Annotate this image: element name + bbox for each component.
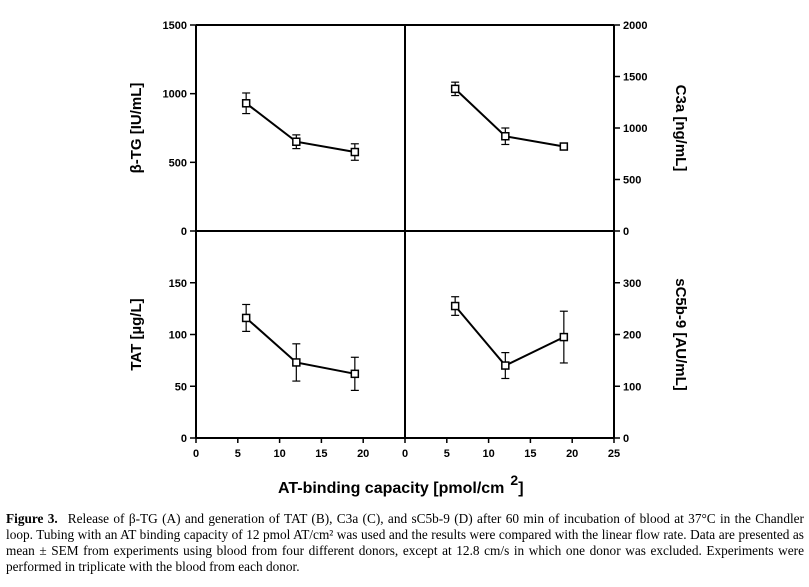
panel-sc5b9: 0 100 200 300 0 5 10 15 20 25 sC5b-9 [AU/mL] <box>402 278 689 460</box>
c3a-y-tick-label: 0 <box>623 226 629 238</box>
x-axis-label: AT-binding capacity [pmol/cm 2] <box>278 472 524 497</box>
sc5b9-y-tick-label: 300 <box>623 278 641 290</box>
tat-y-tick-label: 150 <box>169 278 187 290</box>
caption-text: Release of β-TG (A) and generation of TA… <box>6 511 804 574</box>
sc5b9-x-tick-label: 0 <box>402 448 408 460</box>
tat-x-tick-label: 15 <box>315 448 327 460</box>
sc5b9-x-tick-label: 20 <box>566 448 578 460</box>
sc5b9-y-tick-label: 100 <box>623 381 641 393</box>
tat-x-tick-label: 20 <box>357 448 369 460</box>
beta-tg-data-point <box>350 147 360 157</box>
sc5b9-data-point <box>501 361 510 370</box>
beta-tg-y-tick-label: 1000 <box>163 89 187 101</box>
sc5b9-x-tick-label: 25 <box>608 448 620 460</box>
tat-y-tick-label: 100 <box>169 330 187 342</box>
tat-x-tick-label: 10 <box>273 448 285 460</box>
sc5b9-x-tick-label: 5 <box>444 448 450 460</box>
sc5b9-y-tick-label: 0 <box>623 433 629 445</box>
c3a-y-tick-label: 500 <box>623 175 641 187</box>
figure-caption: Figure 3. Release of β-TG (A) and generat… <box>6 511 804 575</box>
beta-tg-data-point <box>241 99 251 108</box>
tat-y-tick-label: 0 <box>181 433 187 445</box>
sc5b9-data-point <box>450 301 460 311</box>
tat-x-tick-label: 5 <box>235 448 241 460</box>
panel-beta-tg: 0 500 1000 1500 β-TG [IU/mL] <box>128 20 360 238</box>
sc5b9-data-point <box>559 332 569 342</box>
panel-c3a: 0 500 1000 1500 2000 C3a [ng/mL] <box>450 20 689 238</box>
sc5b9-x-tick-label: 15 <box>524 448 536 460</box>
c3a-data-point <box>501 131 510 141</box>
c3a-y-axis-label: C3a [ng/mL] <box>672 85 689 172</box>
c3a-y-tick-label: 2000 <box>623 20 647 32</box>
tat-data-point <box>292 358 301 367</box>
beta-tg-y-tick-label: 500 <box>169 157 187 169</box>
c3a-y-tick-label: 1500 <box>623 72 647 84</box>
x-axis-label-superscript: 2 <box>510 472 518 488</box>
beta-tg-y-tick-label: 0 <box>181 226 187 238</box>
beta-tg-y-tick-label: 1500 <box>163 20 187 32</box>
c3a-data-point <box>450 84 460 94</box>
c3a-y-tick-label: 1000 <box>623 123 647 135</box>
caption-label: Figure 3. <box>6 511 58 526</box>
panel-tat: 0 50 100 150 0 5 10 15 20 TAT [µg/L] <box>128 278 369 460</box>
sc5b9-y-axis-label: sC5b-9 [AU/mL] <box>672 278 689 391</box>
tat-y-tick-label: 50 <box>175 381 187 393</box>
tat-y-axis-label: TAT [µg/L] <box>128 298 145 370</box>
tat-data-point <box>241 313 251 323</box>
tat-data-point <box>350 369 360 379</box>
sc5b9-series-line <box>454 305 565 367</box>
sc5b9-x-tick-label: 10 <box>482 448 494 460</box>
tat-x-tick-label: 0 <box>193 448 199 460</box>
sc5b9-y-tick-label: 200 <box>623 330 641 342</box>
beta-tg-y-axis-label: β-TG [IU/mL] <box>128 83 145 174</box>
c3a-data-point <box>559 142 569 151</box>
beta-tg-data-point <box>292 137 301 146</box>
